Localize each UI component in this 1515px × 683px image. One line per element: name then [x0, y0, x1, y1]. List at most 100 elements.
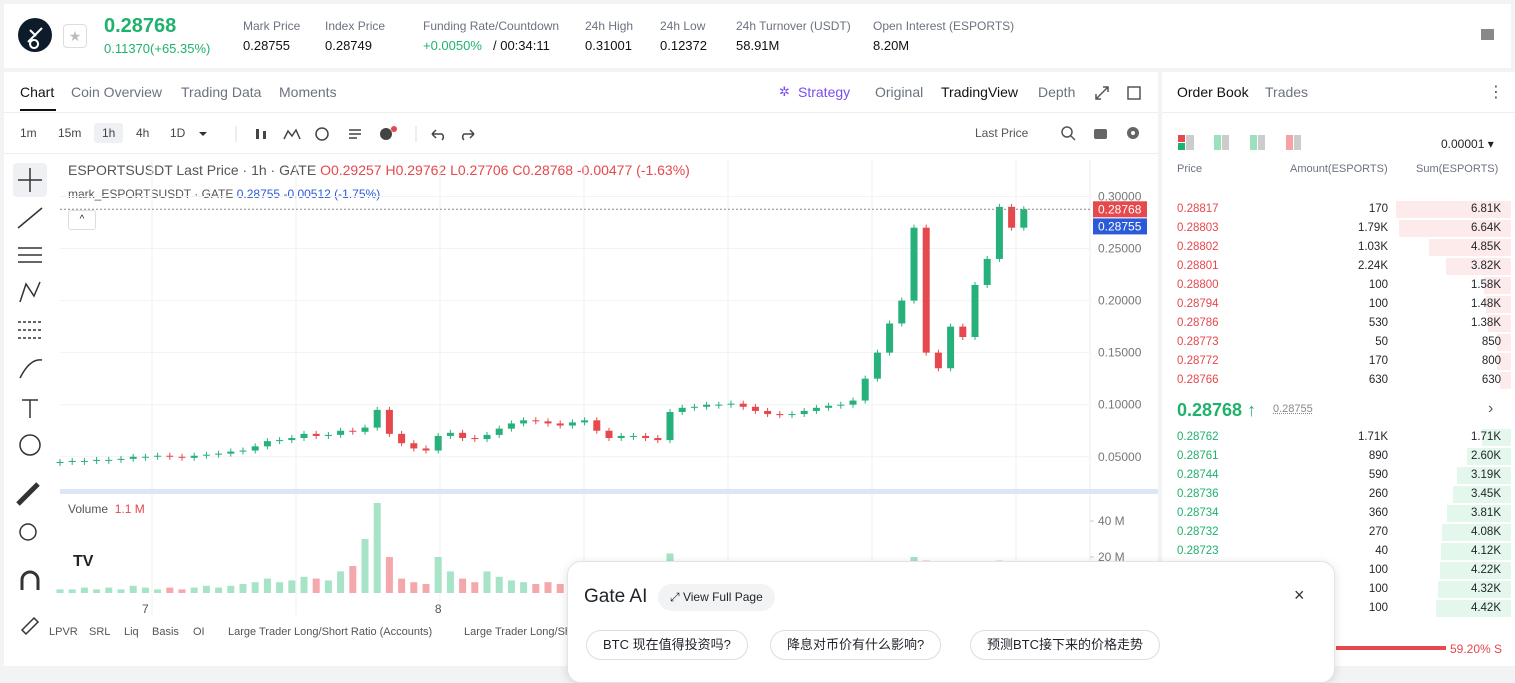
volume-bar — [56, 589, 64, 593]
y-tick-label: 0.05000 — [1098, 450, 1142, 464]
candle — [1008, 206, 1016, 228]
indicator[interactable]: Large Trader Long/Sh — [464, 626, 572, 638]
candle — [68, 460, 76, 462]
interval[interactable]: 4h — [136, 126, 150, 140]
indicator[interactable]: LPVR — [49, 626, 78, 638]
layout-icon[interactable] — [1480, 28, 1496, 42]
volume-bar — [507, 580, 515, 593]
book-sum: 2.60K — [1470, 450, 1501, 462]
mark-price-tag — [1093, 218, 1147, 235]
ai-question[interactable]: 降息对币价有什么影响? — [770, 630, 942, 660]
book-price: 0.28766 — [1177, 374, 1219, 386]
volume-bar — [556, 584, 564, 593]
depth-bar — [1446, 505, 1511, 522]
legend-main: ESPORTSUSDT Last Price · 1h · GATE O0.29… — [68, 162, 690, 178]
more[interactable]: ⋮ — [1488, 84, 1504, 101]
interval[interactable]: 15m — [58, 126, 82, 140]
indicator[interactable]: Large Trader Long/Short Ratio (Accounts) — [228, 626, 433, 638]
book-tab[interactable]: Order Book — [1177, 84, 1249, 100]
precision[interactable]: 0.00001 ▾ — [1441, 137, 1494, 151]
volume-bar — [80, 587, 88, 593]
shape — [1294, 135, 1301, 150]
depth-bar — [1482, 429, 1511, 446]
shape — [283, 128, 301, 140]
book-view-toggles[interactable] — [1178, 135, 1308, 151]
interval[interactable]: 1D — [170, 126, 186, 140]
shape — [1214, 135, 1221, 150]
candle — [495, 428, 503, 435]
candle — [898, 300, 906, 324]
panel-controls[interactable] — [1094, 85, 1146, 101]
interval[interactable]: 1m — [20, 126, 37, 140]
favorite-star[interactable]: ★ — [63, 24, 87, 48]
tab[interactable]: Chart — [20, 84, 55, 100]
interval[interactable]: 1h — [94, 123, 124, 143]
view-tab[interactable]: Depth — [1038, 84, 1076, 100]
toolbar-icons[interactable] — [196, 126, 516, 142]
view-tab[interactable]: Original — [875, 84, 924, 100]
col-sum: Sum(ESPORTS) — [1416, 163, 1499, 175]
depth-bar — [1467, 448, 1511, 465]
indicator[interactable]: Basis — [152, 626, 179, 638]
candle — [471, 438, 479, 440]
view-tab[interactable]: TradingView — [941, 84, 1019, 100]
depth-bar — [1429, 239, 1511, 256]
stat-label: 24h High — [585, 19, 634, 33]
legend-low: L0.27706 — [450, 162, 509, 178]
ai-question[interactable]: 预测BTC接下来的价格走势 — [970, 630, 1161, 660]
shape — [1070, 135, 1076, 141]
ai-title: Gate AI — [584, 586, 648, 607]
close-ai[interactable]: × — [1294, 585, 1305, 605]
candle — [886, 323, 894, 353]
candle — [373, 409, 381, 428]
shape — [315, 127, 329, 141]
shape — [1094, 129, 1107, 139]
book-amount: 890 — [1368, 450, 1388, 462]
ai-question[interactable]: BTC 现在值得投资吗? — [586, 630, 748, 660]
divider — [4, 112, 1158, 113]
view-full-page[interactable]: ⤢ View Full Page — [658, 584, 775, 611]
book-amount: 100 — [1368, 298, 1388, 310]
drawing-toolbar[interactable] — [10, 160, 50, 640]
tab[interactable]: Coin Overview — [71, 84, 163, 100]
depth-bar — [1436, 600, 1511, 617]
view-tab[interactable]: Strategy — [798, 84, 851, 100]
price-source[interactable]: Last Price — [975, 126, 1029, 140]
depth-bar — [1441, 543, 1511, 560]
candle — [361, 427, 369, 432]
candle — [751, 406, 759, 411]
shape — [17, 207, 43, 229]
tab[interactable]: Trading Data — [181, 84, 262, 100]
candle — [593, 420, 601, 431]
candle — [129, 456, 137, 459]
candle — [239, 450, 247, 452]
indicator[interactable]: Liq — [124, 626, 139, 638]
candle — [825, 405, 833, 408]
expand-arrow[interactable]: › — [1488, 400, 1494, 417]
book-price: 0.28786 — [1177, 317, 1219, 329]
volume-bar — [141, 587, 149, 593]
indicator[interactable]: SRL — [89, 626, 111, 638]
stat-value: 58.91M — [736, 38, 780, 53]
candle — [263, 441, 271, 447]
candle — [654, 438, 662, 441]
candle — [166, 455, 174, 457]
candle — [459, 432, 467, 439]
chart-tools[interactable] — [1060, 125, 1145, 141]
book-amount: 170 — [1368, 355, 1388, 367]
book-tab[interactable]: Trades — [1265, 84, 1309, 100]
indicator[interactable]: OI — [193, 626, 205, 638]
volume-bar — [361, 539, 369, 593]
candle — [312, 433, 320, 436]
shape — [16, 482, 40, 506]
shape — [1095, 86, 1109, 100]
shape — [256, 129, 259, 139]
book-amount: 50 — [1375, 336, 1388, 348]
book-sum: 1.38K — [1470, 317, 1501, 329]
collapse-legend[interactable]: ^ — [68, 210, 96, 230]
tab[interactable]: Moments — [279, 84, 337, 100]
shape — [263, 131, 266, 139]
book-amount: 1.71K — [1357, 431, 1388, 443]
depth-bar — [1398, 220, 1511, 237]
